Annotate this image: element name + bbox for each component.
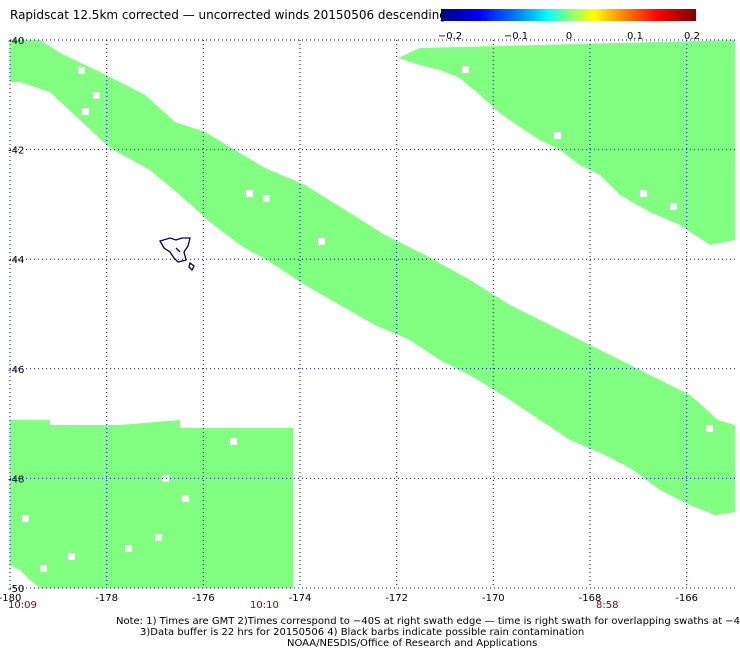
footnote-line-3: NOAA/NESDIS/Office of Research and Appli… <box>287 638 538 649</box>
y-tick-label: -48 <box>8 474 24 485</box>
colorbar-tick-label: −0.2 <box>437 31 463 42</box>
x-tick-label: -166 <box>675 593 698 604</box>
colorbar-tick-label: 0.2 <box>684 31 700 42</box>
footnote-line-1: Note: 1) Times are GMT 2)Times correspon… <box>116 616 740 627</box>
colorbar-tick-label: 0 <box>565 31 573 42</box>
x-tick-label: -178 <box>95 593 118 604</box>
swath-diagonal <box>10 40 735 515</box>
y-tick-label: -40 <box>8 36 24 47</box>
x-tick-label: -168 <box>579 593 602 604</box>
time-label-2: 10:10 <box>250 600 279 611</box>
y-tick-label: -46 <box>8 365 24 376</box>
graticule <box>9 39 735 589</box>
colorbar-gradient <box>441 9 696 21</box>
swath-sw <box>10 420 293 588</box>
time-label-1: 10:09 <box>8 600 37 611</box>
x-tick-label: -174 <box>289 593 312 604</box>
y-tick-label: -50 <box>8 584 24 595</box>
colorbar-tick-label: 0.1 <box>627 31 643 42</box>
x-tick-label: -172 <box>385 593 408 604</box>
x-tick-label: -176 <box>192 593 215 604</box>
y-tick-label: -44 <box>8 255 24 266</box>
x-tick-label: -180 <box>0 593 21 604</box>
swath-ne <box>398 40 735 245</box>
colorbar-tick-label: −0.1 <box>503 31 529 42</box>
time-label-3: 8:58 <box>596 600 619 611</box>
footnote-line-2: 3)Data buffer is 22 hrs for 20150506 4) … <box>140 627 585 638</box>
y-tick-label: -42 <box>8 146 24 157</box>
map-title: Rapidscat 12.5km corrected — uncorrected… <box>10 8 447 22</box>
colorbar: −0.2 −0.1 0 0.1 0.2 <box>438 9 700 42</box>
axis-tick-labels: -180 -178 -176 -174 -172 -170 -168 -166 -40 -42 -4… <box>0 36 698 604</box>
swath-layer <box>10 40 735 588</box>
x-tick-label: -170 <box>482 593 505 604</box>
island-outline <box>159 237 195 272</box>
